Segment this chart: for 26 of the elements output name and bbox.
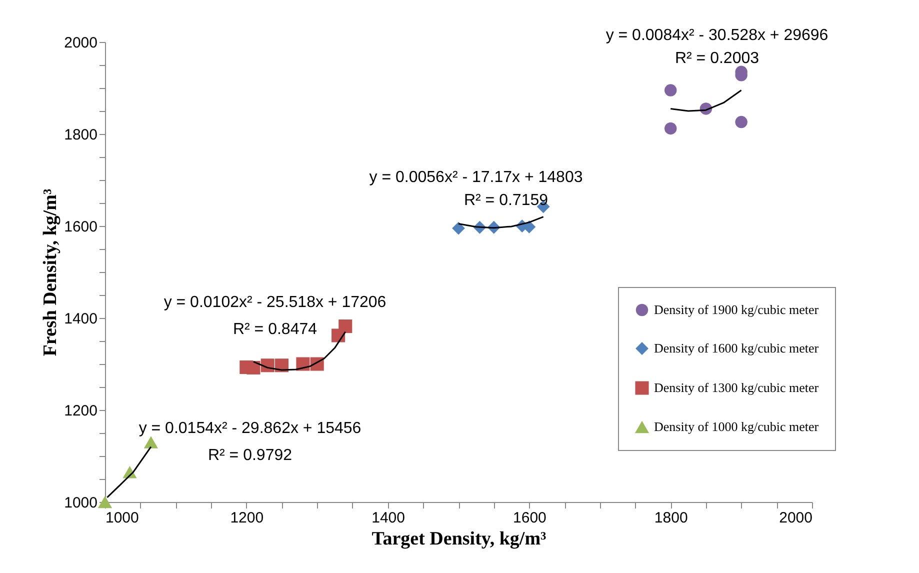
annotation: y = 0.0154x² - 29.862x + 15456 — [138, 420, 362, 437]
y-tick-label: 1800 — [64, 126, 98, 144]
annotation: R² = 0.9792 — [208, 447, 292, 464]
x-tick-label: 1200 — [230, 510, 264, 526]
annotation: R² = 0.2003 — [674, 50, 760, 67]
legend-label: Density of 1300 kg/cubic meter — [654, 380, 820, 395]
y-tick-label: 1200 — [64, 402, 98, 420]
annotation: R² = 0.7159 — [464, 192, 548, 209]
y-axis-title: Fresh Density, kg/m³ — [40, 188, 62, 356]
annotation: y = 0.0056x² - 17.17x + 14803 — [369, 169, 583, 186]
y-tick-label: 1400 — [64, 310, 98, 328]
annotation: R² = 0.8474 — [232, 321, 318, 338]
x-tick-label: 1800 — [654, 510, 688, 526]
legend-label: Density of 1600 kg/cubic meter — [654, 340, 820, 356]
legend-label: Density of 1900 kg/cubic meter — [654, 302, 820, 317]
legend-label: Density of 1000 kg/cubic meter — [654, 419, 820, 434]
annotation: y = 0.0102x² - 25.518x + 17206 — [164, 294, 386, 311]
y-tick-label: 1600 — [64, 218, 98, 236]
annotation: y = 0.0084x² - 30.528x + 29696 — [606, 27, 828, 44]
y-tick-label: 2000 — [64, 34, 98, 52]
x-tick-label: 1400 — [372, 510, 405, 526]
x-tick-label: 1600 — [513, 510, 546, 526]
x-axis-title: Target Density, kg/m³ — [372, 528, 547, 550]
y-tick-label: 1000 — [64, 494, 98, 512]
x-tick-label: 2000 — [779, 510, 812, 526]
x-tick-label: 1000 — [106, 510, 139, 526]
